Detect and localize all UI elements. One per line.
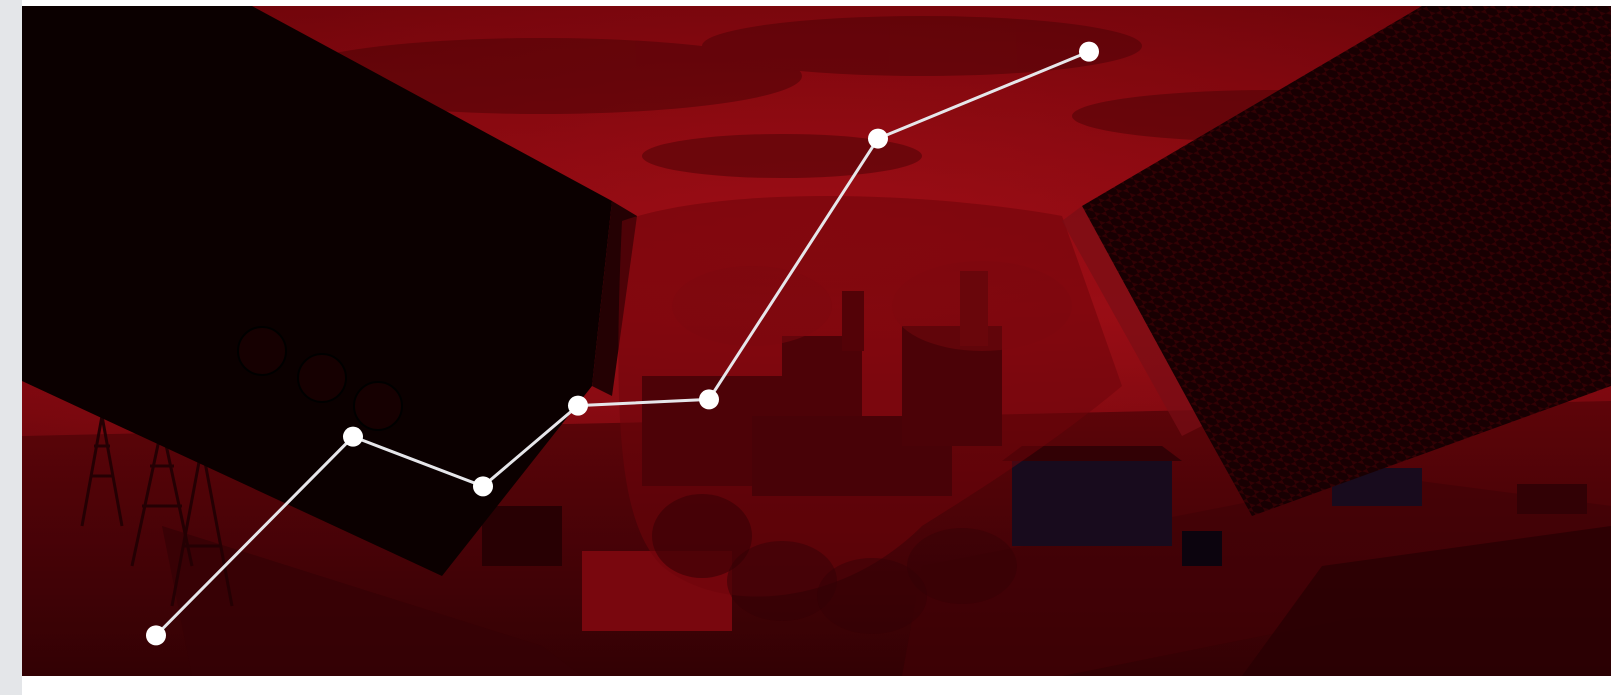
cuff-button <box>297 353 347 403</box>
hero-artwork <box>22 6 1611 676</box>
top-margin <box>22 0 1611 6</box>
trend-point <box>868 128 888 149</box>
trend-point <box>568 395 588 416</box>
bottom-margin <box>22 676 1611 695</box>
right-sleeve <box>1062 6 1611 516</box>
trend-point <box>1079 41 1099 62</box>
cuff-button <box>237 326 287 376</box>
trend-line <box>146 41 1099 646</box>
trend-point <box>699 389 719 410</box>
cuff-button <box>353 381 403 431</box>
trend-point <box>146 625 166 646</box>
left-gutter <box>0 0 22 695</box>
hero-image <box>22 6 1611 676</box>
trend-point <box>473 476 493 497</box>
clasped-hands <box>618 196 1122 634</box>
trend-point <box>343 426 363 447</box>
